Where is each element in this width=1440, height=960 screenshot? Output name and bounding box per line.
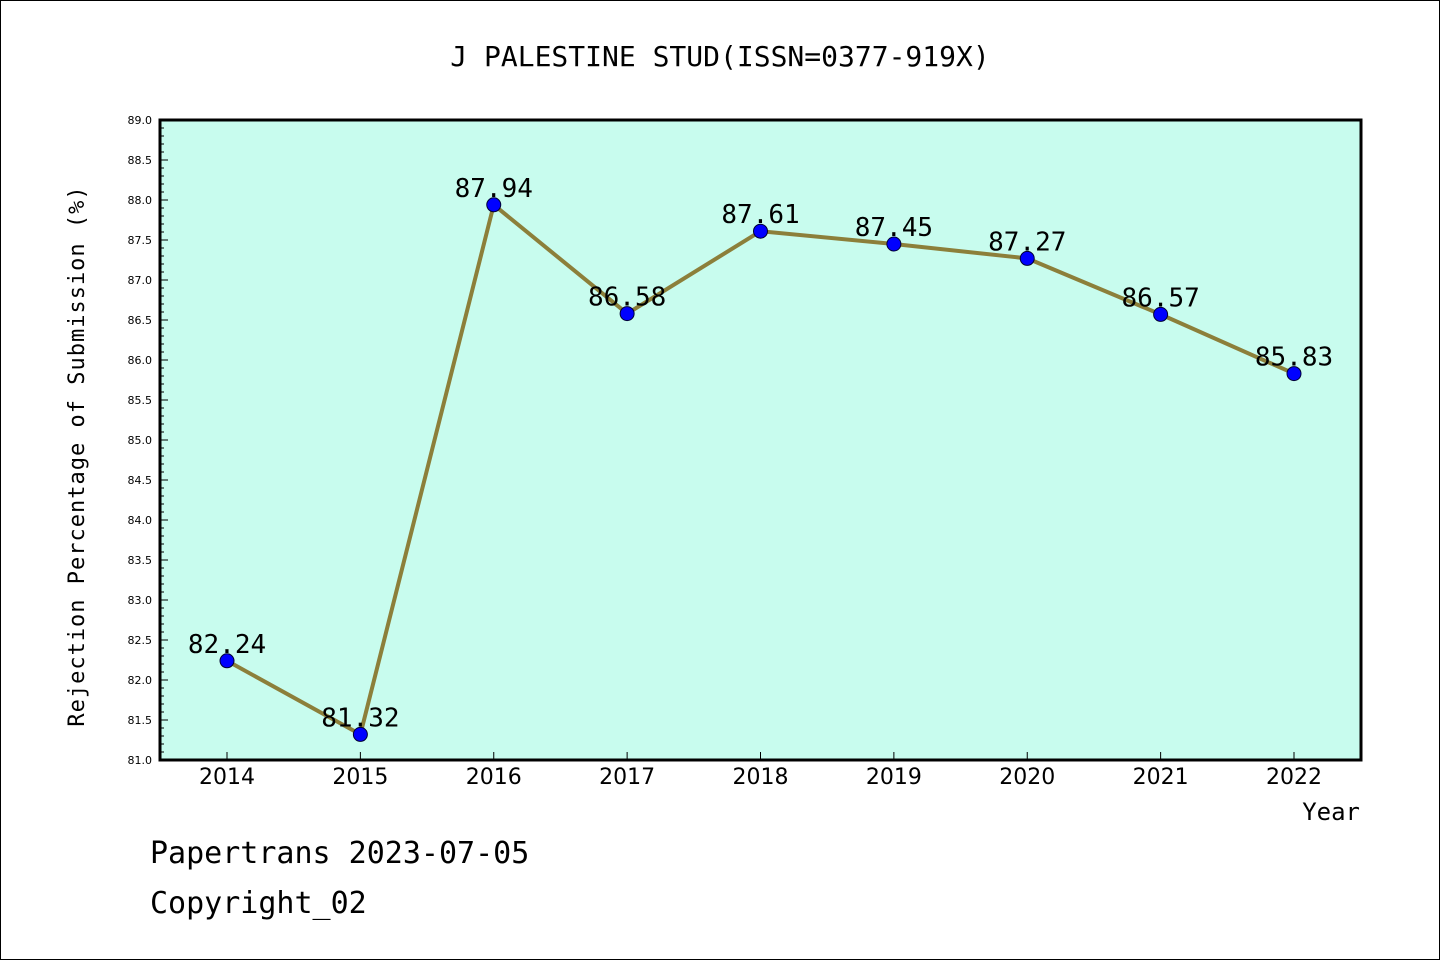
- y-axis: 81.0 81.5 82.0 82.5 83.0 83.5 84.0 84.5 85.0 85.5…: [128, 114, 168, 767]
- data-label: 86.57: [1121, 283, 1199, 313]
- x-tick-label: 2018: [733, 765, 789, 790]
- data-point: [753, 223, 768, 239]
- y-tick-label: 86.0: [128, 354, 153, 367]
- series-markers: [219, 197, 1302, 742]
- data-label: 82.24: [188, 630, 266, 660]
- data-label: 87.27: [988, 227, 1066, 257]
- data-label: 85.83: [1255, 343, 1333, 373]
- y-tick-label: 82.5: [128, 634, 153, 647]
- x-tick-label: 2020: [999, 765, 1055, 790]
- data-label: 87.45: [855, 213, 933, 243]
- data-point: [1019, 250, 1035, 266]
- footer-date: Papertrans 2023-07-05: [150, 836, 530, 871]
- data-label: 87.61: [721, 200, 799, 230]
- x-tick-label: 2017: [599, 765, 655, 790]
- y-tick-label: 84.5: [128, 474, 153, 487]
- data-point: [1153, 306, 1169, 322]
- x-tick-label: 2016: [466, 765, 522, 790]
- chart-title: J PALESTINE STUD(ISSN=0377-919X): [450, 40, 989, 73]
- x-tick-label: 2022: [1266, 765, 1322, 790]
- y-tick-label: 87.0: [128, 274, 153, 287]
- x-tick-label: 2015: [332, 765, 388, 790]
- y-tick-label: 85.0: [128, 434, 153, 447]
- y-tick-label: 83.0: [128, 594, 153, 607]
- y-tick-label: 86.5: [128, 314, 153, 327]
- y-tick-label: 87.5: [128, 234, 153, 247]
- x-tick-label: 2019: [866, 765, 922, 790]
- y-tick-label: 84.0: [128, 514, 153, 527]
- y-tick-label: 89.0: [128, 114, 153, 127]
- y-tick-label: 82.0: [128, 674, 153, 687]
- data-point: [352, 726, 368, 742]
- data-label: 87.94: [455, 174, 533, 204]
- y-axis-label: Rejection Percentage of Submission (%): [65, 185, 90, 726]
- x-axis-label: Year: [1302, 798, 1360, 826]
- data-point: [1286, 366, 1302, 382]
- x-tick-label: 2014: [199, 765, 255, 790]
- y-tick-label: 85.5: [128, 394, 153, 407]
- x-tick-label: 2021: [1133, 765, 1189, 790]
- y-tick-label: 81.0: [128, 754, 153, 767]
- footer-copyright: Copyright_02: [150, 886, 367, 921]
- data-label: 81.32: [321, 703, 399, 733]
- y-tick-label: 81.5: [128, 714, 153, 727]
- data-point: [486, 197, 502, 213]
- y-tick-label: 88.5: [128, 154, 153, 167]
- data-point: [619, 306, 635, 322]
- data-labels: 82.24 81.32 87.94 86.58 87.61 87.45 87.27 86.57…: [188, 174, 1333, 734]
- y-tick-label: 83.5: [128, 554, 153, 567]
- data-point: [219, 653, 235, 669]
- data-point: [886, 236, 902, 252]
- data-label: 86.58: [588, 283, 666, 313]
- x-axis: 2014 2015 2016 2017 2018 2019 2020 2021 2022: [199, 752, 1322, 790]
- y-tick-label: 88.0: [128, 194, 153, 207]
